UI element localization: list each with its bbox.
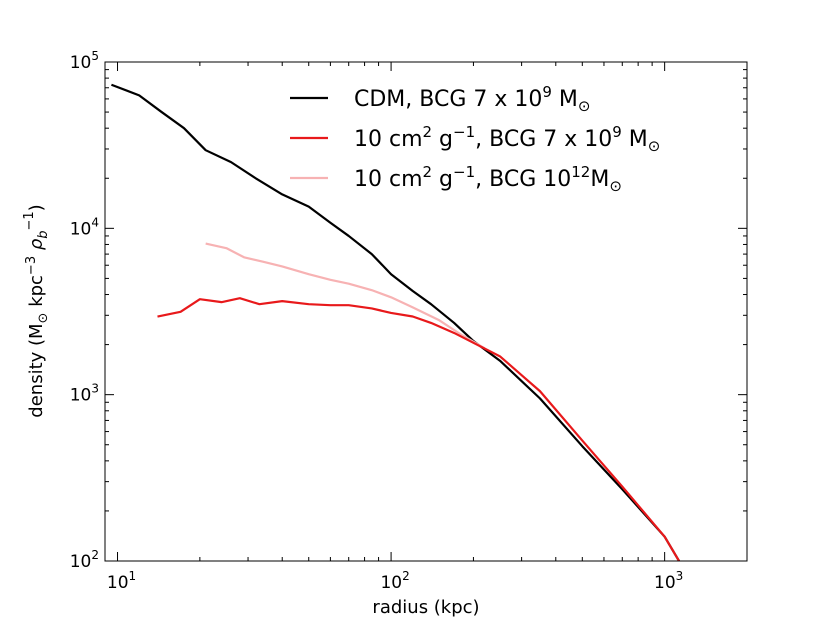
series-layer [111,83,681,561]
y-label-part: density (M [26,323,47,417]
ticks-layer: 101 102 103 102 103 104 105 [70,49,748,593]
series-line-0 [111,83,681,561]
x-tick-label-2: 103 [654,569,683,593]
y-label-exponent: −1 [22,211,37,230]
x-tick-label-0: 101 [107,569,136,593]
y-label-subscript: b [36,230,51,238]
y-label-part: ) [26,204,47,211]
y-tick-label-2: 104 [70,215,99,239]
legend-label-sidm-bcg1e12: 10 cm2 g−1, BCG 1012M⊙ [354,163,622,195]
y-label-part: ρ [26,238,47,256]
legend-label-cdm: CDM, BCG 7 x 109 M⊙ [354,83,590,115]
plot-frame [104,61,748,562]
series-line-1 [157,297,681,561]
x-tick-label-1: 102 [380,569,409,593]
y-tick-label-3: 105 [70,49,99,73]
legend-label-sidm-bcg7e9: 10 cm2 g−1, BCG 7 x 109 M⊙ [354,123,660,155]
legend: CDM, BCG 7 x 109 M⊙ 10 cm2 g−1, BCG 7 x … [290,83,660,195]
series-line-2 [205,242,486,350]
y-label-exponent: −3 [24,256,39,275]
y-tick-label-1: 103 [70,382,99,406]
y-label-sun-symbol: ⊙ [36,313,51,324]
y-label-part: kpc [26,275,47,312]
y-axis-label: density (M⊙ kpc−3 ρb−1) [22,204,51,417]
x-axis-label: radius (kpc) [372,597,479,618]
y-tick-label-0: 102 [70,548,99,572]
